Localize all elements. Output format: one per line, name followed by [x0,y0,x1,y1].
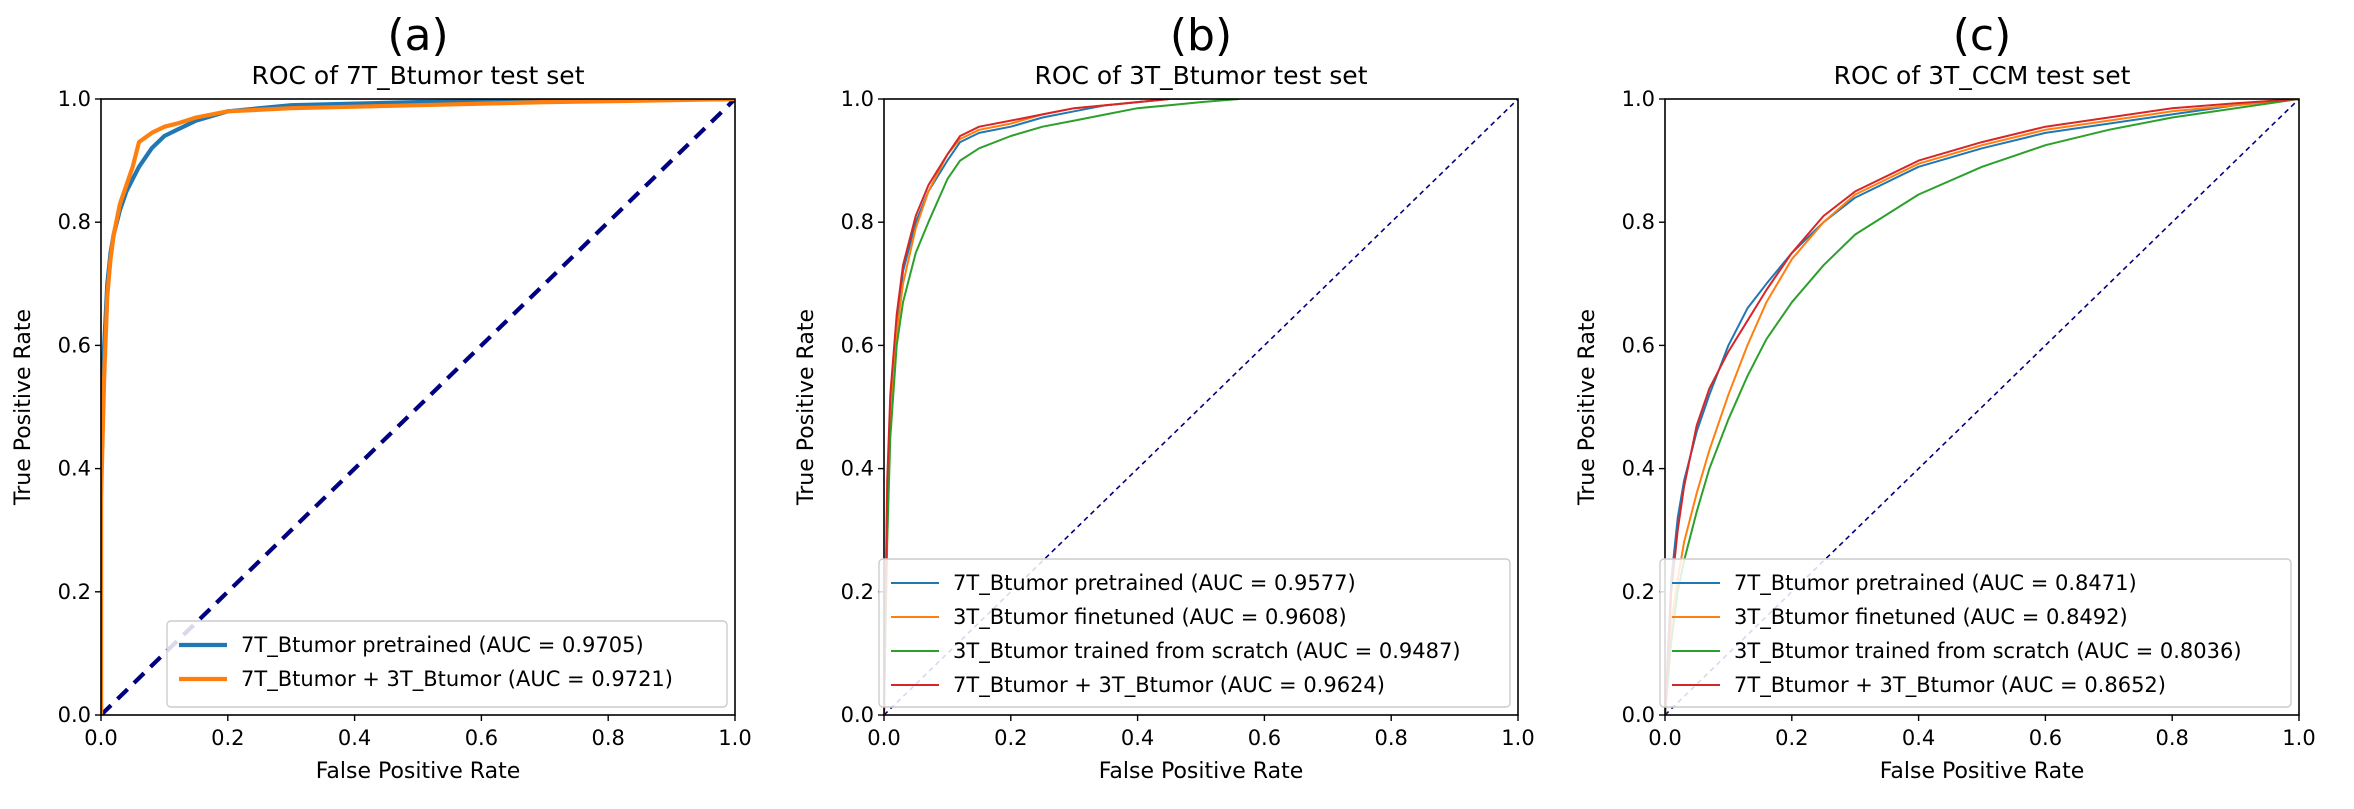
panel-label: (c) [1953,10,2012,61]
panel-label: (a) [387,10,448,61]
panel-label: (b) [1170,10,1232,61]
legend-entry-2: 3T_Btumor finetuned (AUC = 0.9608) [953,605,1347,630]
roc-curve-series-4 [1665,99,2299,715]
y-tick-label: 0.2 [1622,580,1655,604]
y-tick-label: 0.4 [58,457,91,481]
legend-entry-1: 7T_Btumor pretrained (AUC = 0.9705) [241,633,644,658]
legend-box [166,620,728,708]
x-tick-label: 0.8 [1374,726,1407,750]
y-tick-label: 0.8 [58,210,91,234]
chart-title: ROC of 7T_Btumor test set [251,61,584,90]
y-tick-label: 0.8 [841,210,874,234]
legend-entry-1: 7T_Btumor pretrained (AUC = 0.8471) [1734,571,2137,596]
y-tick-label: 0.6 [841,333,874,357]
legend-box [1659,558,2292,708]
x-tick-label: 1.0 [1501,726,1534,750]
y-tick-label: 0.4 [1622,457,1655,481]
y-tick-label: 0.2 [841,580,874,604]
x-tick-label: 0.6 [2029,726,2062,750]
x-tick-label: 1.0 [718,726,751,750]
x-tick-label: 0.6 [1248,726,1281,750]
diagonal-chance-line [101,99,735,715]
y-tick-label: 0.0 [841,703,874,727]
x-tick-label: 1.0 [2282,726,2315,750]
x-tick-label: 0.4 [338,726,371,750]
legend-entry-1: 7T_Btumor pretrained (AUC = 0.9577) [953,571,1356,596]
y-tick-label: 0.6 [58,333,91,357]
x-tick-label: 0.0 [867,726,900,750]
y-axis-label: True Positive Rate [794,309,819,506]
y-axis-label: True Positive Rate [1575,309,1600,506]
chart-title: ROC of 3T_Btumor test set [1034,61,1367,90]
y-tick-label: 0.8 [1622,210,1655,234]
y-axis-label: True Positive Rate [11,309,36,506]
x-tick-label: 0.2 [994,726,1027,750]
x-tick-label: 0.2 [1775,726,1808,750]
x-axis-label: False Positive Rate [1099,759,1303,784]
x-tick-label: 0.2 [211,726,244,750]
x-tick-label: 0.6 [465,726,498,750]
legend-entry-2: 3T_Btumor finetuned (AUC = 0.8492) [1734,605,2128,630]
x-tick-label: 0.4 [1902,726,1935,750]
y-tick-label: 0.0 [1622,703,1655,727]
y-tick-label: 1.0 [1622,87,1655,111]
axes-frame [100,98,736,716]
y-tick-label: 0.6 [1622,333,1655,357]
y-tick-label: 0.4 [841,457,874,481]
x-tick-label: 0.0 [84,726,117,750]
x-axis-label: False Positive Rate [1880,759,2084,784]
y-tick-label: 0.2 [58,580,91,604]
y-tick-label: 1.0 [58,87,91,111]
y-tick-label: 1.0 [841,87,874,111]
roc-curve-series-3 [884,99,1240,715]
x-tick-label: 0.8 [2155,726,2188,750]
legend-entry-4: 7T_Btumor + 3T_Btumor (AUC = 0.9624) [953,673,1385,698]
axes-frame [883,98,1519,716]
legend-entry-3: 3T_Btumor trained from scratch (AUC = 0.… [1734,639,2242,664]
x-tick-label: 0.8 [591,726,624,750]
legend-box [878,558,1511,708]
legend-entry-2: 7T_Btumor + 3T_Btumor (AUC = 0.9721) [241,667,673,692]
axes-frame [1664,98,2300,716]
y-tick-label: 0.0 [58,703,91,727]
roc-curve-series-2 [1665,99,2299,715]
chart-title: ROC of 3T_CCM test set [1834,61,2131,90]
x-tick-label: 0.0 [1648,726,1681,750]
legend-entry-4: 7T_Btumor + 3T_Btumor (AUC = 0.8652) [1734,673,2166,698]
legend-entry-3: 3T_Btumor trained from scratch (AUC = 0.… [953,639,1461,664]
roc-curve-series-2 [101,99,735,715]
x-tick-label: 0.4 [1121,726,1154,750]
roc-curve-series-4 [884,99,1170,715]
x-axis-label: False Positive Rate [316,759,520,784]
